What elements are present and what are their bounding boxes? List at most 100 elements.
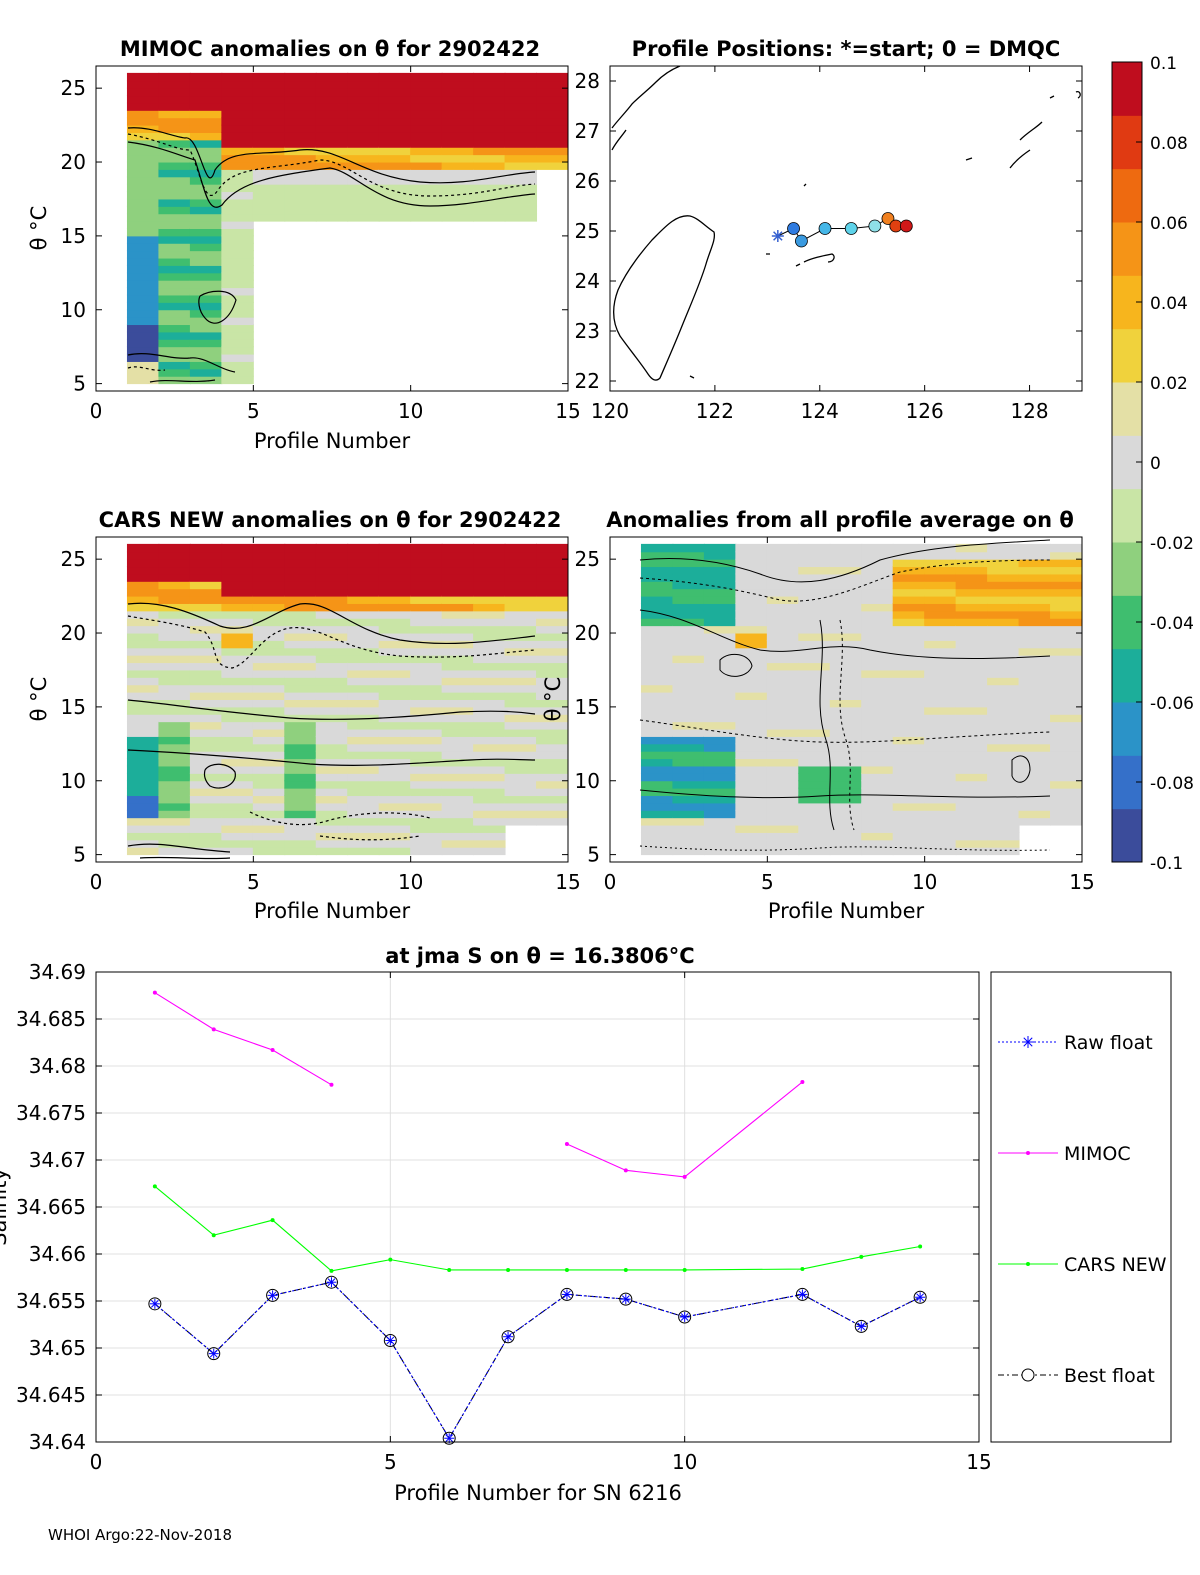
heatmap-cell: [1050, 676, 1082, 686]
heatmap-cell: [410, 691, 443, 700]
heatmap-cell: [536, 72, 568, 82]
heatmap-cell: [892, 610, 926, 619]
heatmap-cell: [735, 669, 768, 678]
heatmap-cell: [1018, 662, 1052, 671]
heatmap-cell: [766, 691, 800, 700]
heatmap-cell: [987, 625, 1020, 634]
heatmap-cell: [221, 817, 254, 826]
heatmap-cell: [315, 743, 349, 752]
positions-x-axis: 120 122 124 126 128: [591, 66, 1049, 423]
heatmap-cell: [315, 632, 349, 641]
heatmap-cell: [861, 602, 894, 612]
heatmap-cell: [829, 617, 863, 627]
heatmap-cell: [284, 558, 317, 568]
heatmap-cell: [703, 809, 737, 819]
heatmap-cell: [315, 765, 349, 774]
start-marker-stroke: [773, 231, 783, 241]
heatmap-cell: [829, 654, 863, 664]
heatmap-cell: [861, 580, 894, 590]
heatmap-cell: [1018, 699, 1052, 708]
heatmap-cell: [829, 699, 863, 708]
heatmap-cell: [536, 131, 568, 141]
heatmap-cell: [189, 117, 223, 126]
heatmap-cell: [347, 817, 380, 826]
heatmap-cell: [987, 699, 1020, 708]
colorbar-tick-label: 0.02: [1150, 374, 1188, 394]
heatmap-cell: [924, 839, 957, 848]
heatmap-cell: [536, 95, 568, 104]
heatmap-cell: [158, 257, 191, 266]
cars-point: [918, 1244, 923, 1249]
heatmap-cell: [1050, 551, 1082, 560]
heatmap-cell: [703, 831, 737, 841]
heatmap-cell: [504, 213, 538, 222]
heatmap-cell: [441, 95, 475, 104]
colorbar-band: [1112, 542, 1142, 596]
heatmap-cell: [158, 662, 191, 671]
heatmap-cell: [347, 124, 380, 133]
heatmap-cell: [955, 639, 989, 649]
heatmap-cell: [126, 279, 160, 289]
mimoc-xlabel: Profile Number: [254, 429, 411, 453]
heatmap-cell: [284, 691, 317, 700]
heatmap-cell: [284, 713, 317, 723]
heatmap-cell: [987, 824, 1020, 833]
heatmap-cell: [252, 639, 286, 649]
heatmap-cell: [1050, 610, 1082, 619]
heatmap-cell: [126, 235, 160, 244]
heatmap-cell: [473, 669, 506, 678]
heatmap-cell: [315, 728, 349, 737]
heatmap-cell: [798, 684, 831, 693]
heatmap-cell: [766, 669, 800, 678]
heatmap-cell: [504, 610, 538, 619]
heatmap-cell: [766, 743, 800, 752]
heatmap-cell: [1018, 787, 1052, 797]
heatmap-cell: [189, 346, 223, 355]
heatmap-cell: [892, 706, 926, 715]
heatmap-cell: [284, 139, 317, 148]
heatmap-cell: [347, 573, 380, 582]
heatmap-cell: [347, 80, 380, 89]
heatmap-cell: [158, 235, 191, 244]
heatmap-cell: [378, 632, 412, 641]
heatmap-cell: [473, 95, 506, 104]
heatmap-cell: [473, 802, 506, 811]
heatmap-cell: [473, 198, 506, 207]
best-float-point: [854, 1319, 868, 1333]
heatmap-cell: [126, 146, 160, 156]
heatmap-cell: [252, 213, 286, 222]
heatmap-cell: [861, 780, 894, 789]
heatmap-cell: [441, 610, 475, 619]
heatmap-cell: [252, 139, 286, 148]
heatmap-cell: [924, 669, 957, 678]
heatmap-cell: [892, 743, 926, 752]
heatmap-cell: [315, 117, 349, 126]
heatmap-cell: [504, 573, 538, 582]
heatmap-cell: [536, 743, 568, 752]
heatmap-cell: [924, 713, 957, 723]
heatmap-cell: [640, 676, 674, 686]
heatmap-cell: [252, 573, 286, 582]
heatmap-cell: [640, 809, 674, 819]
heatmap-cell: [861, 676, 894, 686]
heatmap-cell: [504, 617, 538, 627]
heatmap-cell: [347, 758, 380, 767]
heatmap-cell: [410, 735, 443, 745]
heatmap-cell: [347, 168, 380, 178]
heatmap-cell: [955, 750, 989, 760]
heatmap-cell: [640, 831, 674, 841]
heatmap-cell: [892, 669, 926, 678]
heatmap-cell: [441, 780, 475, 789]
heatmap-cell: [672, 758, 705, 767]
heatmap-cell: [284, 765, 317, 774]
heatmap-cell: [126, 654, 160, 664]
heatmap-cell: [924, 846, 957, 856]
heatmap-cell: [158, 758, 191, 767]
heatmap-cell: [410, 750, 443, 760]
heatmap-cell: [158, 272, 191, 281]
heatmap-cell: [735, 743, 768, 752]
heatmap-cell: [378, 846, 412, 856]
heatmap-cell: [640, 654, 674, 664]
heatmap-cell: [703, 699, 737, 708]
heatmap-cell: [315, 588, 349, 597]
